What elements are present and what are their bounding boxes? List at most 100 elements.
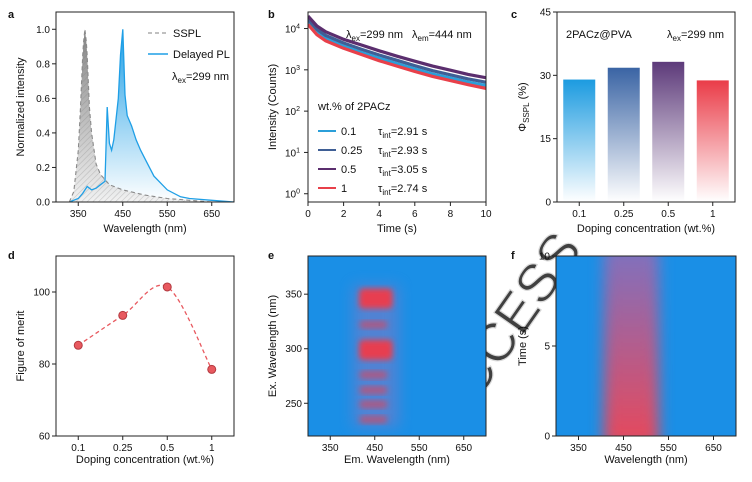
panel-a-xtick-label: 650 bbox=[203, 209, 220, 220]
panel-b-xlabel: Time (s) bbox=[377, 223, 417, 235]
panel-b-xtick-label: 10 bbox=[480, 209, 492, 220]
panel-c-xtick-label: 1 bbox=[710, 209, 716, 220]
panel-d-ytick-label: 60 bbox=[39, 432, 51, 443]
panel-e-xtick-label: 650 bbox=[455, 443, 472, 454]
panel-a-excitation-note: λex=299 nm bbox=[172, 71, 229, 85]
panel-d-ytick-label: 100 bbox=[33, 288, 50, 299]
sspl-hatch bbox=[69, 29, 234, 202]
panel-f-xlabel: Wavelength (nm) bbox=[604, 454, 687, 466]
panel-letter-f: f bbox=[511, 250, 515, 262]
panel-b-xtick-label: 8 bbox=[448, 209, 454, 220]
fom-point-0.25 bbox=[118, 310, 128, 320]
panel-a-ytick-label: 0.6 bbox=[36, 94, 50, 105]
legend-label-0.5: 0.5 bbox=[341, 164, 356, 176]
decay-curve-1 bbox=[308, 23, 486, 90]
panel-d-ylabel: Figure of merit bbox=[15, 311, 27, 382]
panel-a-ytick-label: 1.0 bbox=[36, 25, 50, 36]
fom-point-1 bbox=[207, 364, 217, 374]
legend-label-1: 1 bbox=[341, 183, 347, 195]
panel-a-frame bbox=[55, 11, 235, 203]
panel-a-xtick-label: 350 bbox=[70, 209, 87, 220]
fom-point-0.5 bbox=[162, 282, 172, 292]
legend-label-0.25: 0.25 bbox=[341, 145, 362, 157]
decay-curve-0.1 bbox=[308, 21, 486, 88]
decay-curve-0.5 bbox=[308, 15, 486, 80]
fom-trend-line bbox=[77, 284, 213, 370]
panel-f-ytick-label: 0 bbox=[544, 432, 550, 443]
panel-b-decay: 0 2 4 6 8 10 104 103 102 101 100 Time (s) Intensit… bbox=[267, 11, 492, 235]
panel-e-xtick-label: 450 bbox=[366, 443, 383, 454]
legend-tau-0.1: τint=2.91 s bbox=[378, 126, 428, 140]
panel-b-ytick-label: 102 bbox=[285, 106, 300, 118]
panel-c-title: 2PACz@PVA bbox=[566, 29, 632, 41]
panel-f-xtick-label: 450 bbox=[615, 443, 632, 454]
panel-b-legend: 0.1 τint=2.91 s 0.25 τint=2.93 s 0.5 τint=3.0… bbox=[318, 126, 428, 197]
panel-b-excitation-note: λex=299 nm bbox=[346, 29, 403, 43]
panel-a-ytick-label: 0.2 bbox=[36, 163, 50, 174]
panel-b-frame bbox=[307, 11, 487, 203]
panel-d-figure-of-merit: 0.1 0.25 0.5 1 60 80 100 Doping concentration … bbox=[15, 255, 235, 466]
panel-a-spectra: 350 450 550 650 0.0 0.2 0.4 0.6 0.8 1.0 Wavelengt… bbox=[15, 11, 235, 235]
panel-e-ytick-label: 350 bbox=[285, 290, 302, 301]
panel-a-xtick-label: 450 bbox=[114, 209, 131, 220]
panel-f-xtick-label: 350 bbox=[570, 443, 587, 454]
panel-letter-a: a bbox=[8, 9, 15, 21]
panel-letter-b: b bbox=[268, 9, 275, 21]
panel-e-ytick-label: 300 bbox=[285, 344, 302, 355]
legend-sspl-label: SSPL bbox=[173, 28, 201, 40]
bar-1 bbox=[696, 80, 729, 202]
bar-0.1 bbox=[563, 79, 596, 202]
excitation-band-346 bbox=[359, 288, 393, 309]
panel-f-xtick-label: 650 bbox=[705, 443, 722, 454]
panel-b-ytick-label: 103 bbox=[285, 65, 300, 77]
panel-d-xtick-label: 0.1 bbox=[71, 443, 85, 454]
panel-c-xtick-label: 0.1 bbox=[572, 209, 586, 220]
panel-b-xtick-label: 0 bbox=[305, 209, 311, 220]
panel-e-excitation-emission-map: 350 450 550 650 250 300 350 Em. Wavelength (nm… bbox=[267, 255, 487, 466]
panel-e-ylabel: Ex. Wavelength (nm) bbox=[267, 295, 279, 397]
excitation-band-322 bbox=[359, 320, 388, 329]
panel-d-xtick-label: 0.5 bbox=[160, 443, 174, 454]
panel-c-ytick-label: 15 bbox=[540, 134, 552, 145]
panel-c-xlabel: Doping concentration (wt.%) bbox=[577, 223, 715, 235]
panel-f-ytick-label: 5 bbox=[544, 342, 550, 353]
panel-c-excitation-note: λex=299 nm bbox=[667, 29, 724, 43]
panel-c-ytick-label: 30 bbox=[540, 71, 552, 82]
panel-letters: a b c d e f bbox=[8, 9, 517, 262]
panel-b-xtick-label: 6 bbox=[412, 209, 418, 220]
panel-b-ylabel: Intensity (Counts) bbox=[267, 64, 279, 150]
panel-e-xtick-label: 350 bbox=[322, 443, 339, 454]
panel-e-xtick-label: 550 bbox=[411, 443, 428, 454]
legend-tau-0.25: τint=2.93 s bbox=[378, 145, 428, 159]
decay-curve-0.25 bbox=[308, 18, 486, 84]
delayed-pl-area bbox=[69, 29, 234, 202]
excitation-band-235 bbox=[359, 415, 388, 424]
excitation-band-249 bbox=[359, 400, 388, 409]
panel-c-xtick-label: 0.25 bbox=[614, 209, 634, 220]
panel-d-xtick-label: 0.25 bbox=[113, 443, 133, 454]
panel-letter-d: d bbox=[8, 250, 15, 262]
bar-0.25 bbox=[607, 67, 640, 202]
panel-b-ytick-label: 100 bbox=[285, 189, 300, 201]
panel-b-xtick-label: 2 bbox=[341, 209, 347, 220]
panel-c-quantum-yield: 0.1 0.25 0.5 1 0 15 30 45 2PACz@PVA λex=299 nm… bbox=[517, 8, 736, 235]
panel-a-xtick-label: 550 bbox=[159, 209, 176, 220]
panel-a-ytick-label: 0.0 bbox=[36, 198, 50, 209]
panel-b-ytick-label: 104 bbox=[285, 24, 300, 36]
panel-c-ylabel: ΦSSPL (%) bbox=[517, 82, 531, 131]
panel-a-xlabel: Wavelength (nm) bbox=[103, 223, 186, 235]
panel-c-ytick-label: 45 bbox=[540, 8, 552, 19]
panel-b-ytick-label: 101 bbox=[285, 147, 300, 159]
panel-b-legend-title: wt.% of 2PACz bbox=[317, 101, 391, 113]
panel-a-ylabel: Normalized intensity bbox=[15, 57, 27, 157]
emission-band bbox=[603, 256, 659, 436]
panel-letter-c: c bbox=[511, 9, 517, 21]
excitation-band-299 bbox=[359, 339, 393, 360]
legend-tau-1: τint=2.74 s bbox=[378, 183, 428, 197]
panel-a-ytick-label: 0.4 bbox=[36, 128, 50, 139]
panel-f-time-resolved-map: 350 450 550 650 0 5 10 Wavelength (nm) Time (s… bbox=[517, 252, 737, 466]
legend-label-0.1: 0.1 bbox=[341, 126, 356, 138]
panel-e-frame bbox=[307, 255, 487, 437]
panel-a-ytick-label: 0.8 bbox=[36, 59, 50, 70]
